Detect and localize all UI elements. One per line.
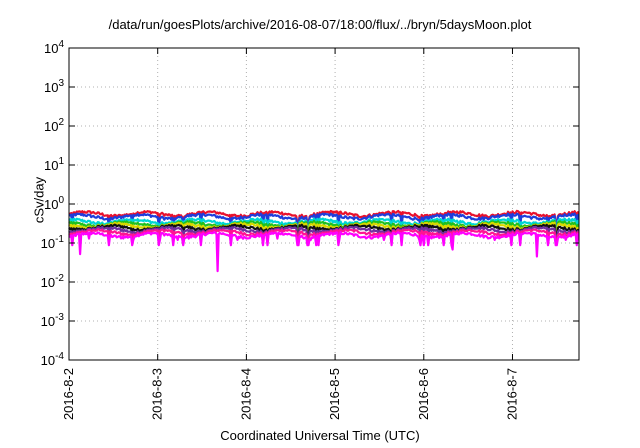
y-tick-label: 100	[44, 195, 64, 212]
y-tick-label: 10-2	[41, 273, 65, 290]
x-tick-label: 2016-8-2	[61, 368, 76, 420]
x-tick-label: 2016-8-7	[504, 368, 519, 420]
x-tick-label: 2016-8-4	[238, 368, 253, 420]
y-tick-label: 102	[44, 117, 64, 134]
y-tick-label: 101	[44, 156, 64, 173]
chart-title: /data/run/goesPlots/archive/2016-08-07/1…	[108, 17, 532, 32]
y-tick-label: 10-4	[41, 351, 65, 368]
data-series-line	[68, 217, 580, 233]
data-series-line	[68, 219, 580, 236]
y-tick-label: 10-1	[41, 234, 65, 251]
x-axis-label: Coordinated Universal Time (UTC)	[220, 428, 420, 443]
data-series-line	[68, 231, 580, 273]
x-tick-label: 2016-8-5	[327, 368, 342, 420]
data-series-line	[68, 212, 580, 228]
y-tick-label: 10-3	[41, 312, 65, 329]
x-tick-label: 2016-8-6	[416, 368, 431, 420]
x-tick-label: 2016-8-3	[150, 368, 165, 420]
y-tick-label: 103	[44, 78, 64, 95]
y-tick-label: 104	[44, 39, 64, 56]
